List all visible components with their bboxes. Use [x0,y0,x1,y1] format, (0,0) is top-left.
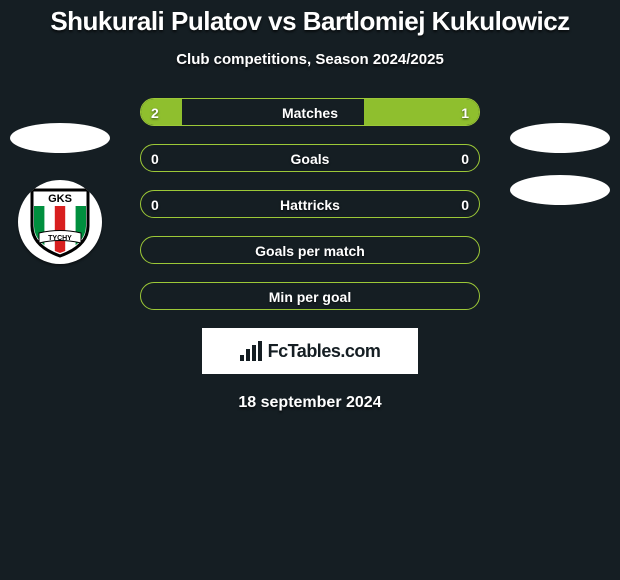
stat-row: Min per goal [140,282,480,310]
stat-row: Goals0 0 [140,144,480,172]
footer-brand[interactable]: FcTables.com [202,328,418,374]
right-marker-ellipse-1 [510,123,610,153]
left-club-badge-container: GKS TYCHY [18,180,102,264]
svg-text:TYCHY: TYCHY [48,235,72,242]
stat-label: Goals per match [141,237,479,264]
stats-table: Matches21Goals00Hattricks00Goals per mat… [140,98,480,310]
right-marker-ellipse-2 [510,175,610,205]
bar-chart-icon [240,341,262,361]
stat-value-right: 1 [451,99,479,126]
stat-label: Min per goal [141,283,479,310]
date-label: 18 september 2024 [0,394,620,412]
footer-brand-label: FcTables.com [268,341,381,362]
stat-value-right: 0 [451,145,479,172]
stat-label: Goals [141,145,479,172]
stat-label: Hattricks [141,191,479,218]
stat-row: Matches21 [140,98,480,126]
page-title: Shukurali Pulatov vs Bartlomiej Kukulowi… [0,0,620,37]
gks-tychy-badge-icon: GKS TYCHY [27,186,93,258]
left-marker-ellipse [10,123,110,153]
stat-row: Goals per match [140,236,480,264]
stat-value-left: 0 [141,191,169,218]
stat-value-left: 0 [141,145,169,172]
stat-value-left: 2 [141,99,169,126]
subtitle: Club competitions, Season 2024/2025 [0,51,620,68]
stat-value-right: 0 [451,191,479,218]
svg-text:GKS: GKS [48,193,72,205]
stat-row: Hattricks0 0 [140,190,480,218]
